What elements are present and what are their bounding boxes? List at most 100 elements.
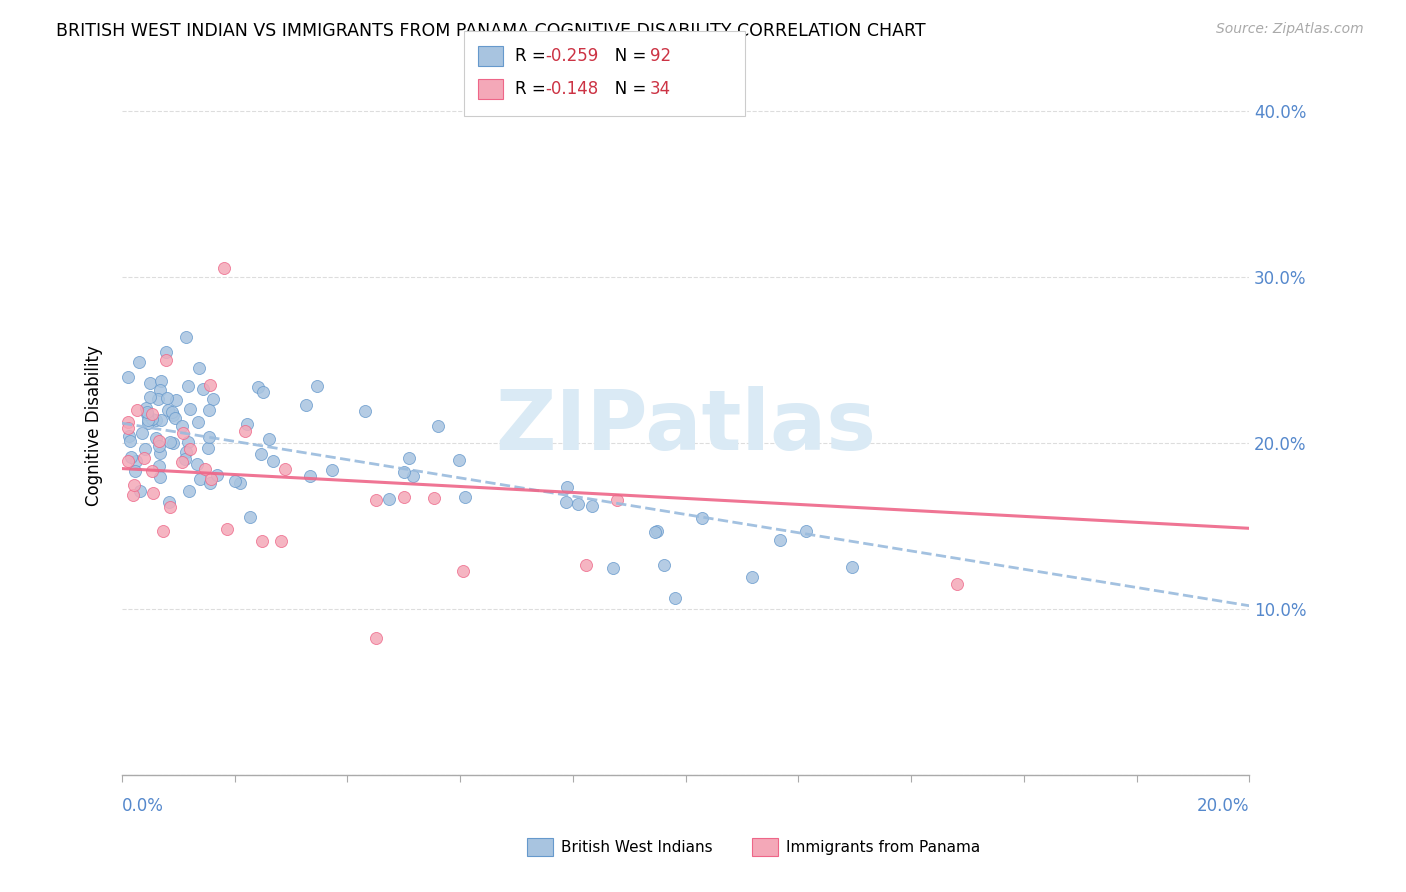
Point bbox=[236, 417, 259, 431]
Point bbox=[131, 425, 153, 440]
Point bbox=[149, 469, 172, 483]
Point bbox=[160, 404, 183, 418]
Point bbox=[139, 376, 162, 390]
Point bbox=[198, 377, 221, 392]
Point bbox=[136, 413, 159, 427]
Point bbox=[152, 524, 174, 538]
Point bbox=[165, 411, 187, 425]
Point bbox=[239, 509, 262, 524]
Point bbox=[205, 468, 228, 483]
Point bbox=[157, 403, 180, 417]
Point bbox=[197, 430, 219, 444]
Point bbox=[157, 495, 180, 509]
Point bbox=[159, 500, 181, 514]
Text: N =: N = bbox=[599, 47, 651, 65]
Point bbox=[150, 413, 173, 427]
Point bbox=[132, 451, 155, 466]
Point bbox=[247, 380, 270, 394]
Point bbox=[177, 435, 200, 450]
Point bbox=[217, 522, 239, 536]
Point bbox=[145, 431, 167, 445]
Point bbox=[606, 493, 628, 508]
Point bbox=[664, 591, 686, 605]
Point bbox=[124, 454, 146, 468]
Point bbox=[124, 465, 146, 479]
Y-axis label: Cognitive Disability: Cognitive Disability bbox=[86, 345, 103, 507]
Point bbox=[574, 558, 596, 572]
Point bbox=[155, 344, 177, 359]
Point bbox=[353, 404, 375, 418]
Text: N =: N = bbox=[599, 80, 651, 98]
Point bbox=[769, 533, 792, 547]
Point bbox=[946, 577, 969, 591]
Point bbox=[191, 382, 214, 396]
Text: Source: ZipAtlas.com: Source: ZipAtlas.com bbox=[1216, 22, 1364, 37]
Text: British West Indians: British West Indians bbox=[561, 840, 713, 855]
Point bbox=[186, 457, 208, 471]
Point bbox=[188, 361, 211, 376]
Point bbox=[117, 454, 139, 468]
Point bbox=[172, 426, 194, 441]
Point bbox=[138, 416, 160, 430]
Point bbox=[198, 403, 221, 417]
Point bbox=[427, 419, 450, 434]
Point bbox=[298, 468, 321, 483]
Point bbox=[122, 477, 145, 491]
Point bbox=[647, 524, 669, 538]
Point bbox=[117, 429, 139, 443]
Point bbox=[229, 475, 252, 490]
Text: 0.0%: 0.0% bbox=[122, 797, 165, 815]
Point bbox=[117, 421, 139, 435]
Point bbox=[179, 402, 201, 417]
Point bbox=[644, 525, 666, 540]
Point bbox=[162, 436, 184, 450]
Point bbox=[141, 408, 163, 422]
Point bbox=[136, 407, 159, 421]
Point bbox=[557, 480, 579, 494]
Point bbox=[174, 330, 197, 344]
Text: 34: 34 bbox=[650, 80, 671, 98]
Point bbox=[128, 355, 150, 369]
Point bbox=[145, 413, 167, 427]
Point bbox=[307, 379, 329, 393]
Point bbox=[148, 383, 170, 397]
Text: R =: R = bbox=[515, 80, 551, 98]
Point bbox=[128, 483, 150, 498]
Point bbox=[200, 475, 222, 490]
Point bbox=[249, 447, 271, 461]
Point bbox=[148, 459, 170, 474]
Point bbox=[224, 475, 246, 489]
Point bbox=[366, 493, 388, 508]
Point bbox=[295, 398, 318, 412]
Point bbox=[567, 497, 589, 511]
Point bbox=[364, 632, 387, 646]
Point bbox=[262, 454, 284, 468]
Point bbox=[250, 533, 273, 548]
Point bbox=[423, 491, 446, 506]
Point bbox=[392, 490, 415, 504]
Point bbox=[252, 384, 274, 399]
Point bbox=[148, 392, 170, 406]
Point bbox=[170, 455, 193, 469]
Point bbox=[127, 403, 149, 417]
Point bbox=[165, 393, 187, 408]
Point bbox=[156, 392, 179, 406]
Point bbox=[170, 419, 193, 434]
Point bbox=[177, 379, 200, 393]
Point bbox=[149, 375, 172, 389]
Point bbox=[451, 564, 474, 578]
Text: -0.259: -0.259 bbox=[546, 47, 599, 65]
Point bbox=[602, 561, 624, 575]
Point bbox=[581, 500, 603, 514]
Point bbox=[120, 434, 142, 448]
Text: BRITISH WEST INDIAN VS IMMIGRANTS FROM PANAMA COGNITIVE DISABILITY CORRELATION C: BRITISH WEST INDIAN VS IMMIGRANTS FROM P… bbox=[56, 22, 927, 40]
Point bbox=[402, 469, 425, 483]
Point bbox=[841, 560, 863, 574]
Point bbox=[201, 392, 224, 407]
Point bbox=[555, 495, 578, 509]
Point bbox=[141, 464, 163, 478]
Point bbox=[392, 465, 415, 479]
Point bbox=[270, 533, 292, 548]
Point bbox=[187, 415, 209, 429]
Point bbox=[162, 409, 184, 423]
